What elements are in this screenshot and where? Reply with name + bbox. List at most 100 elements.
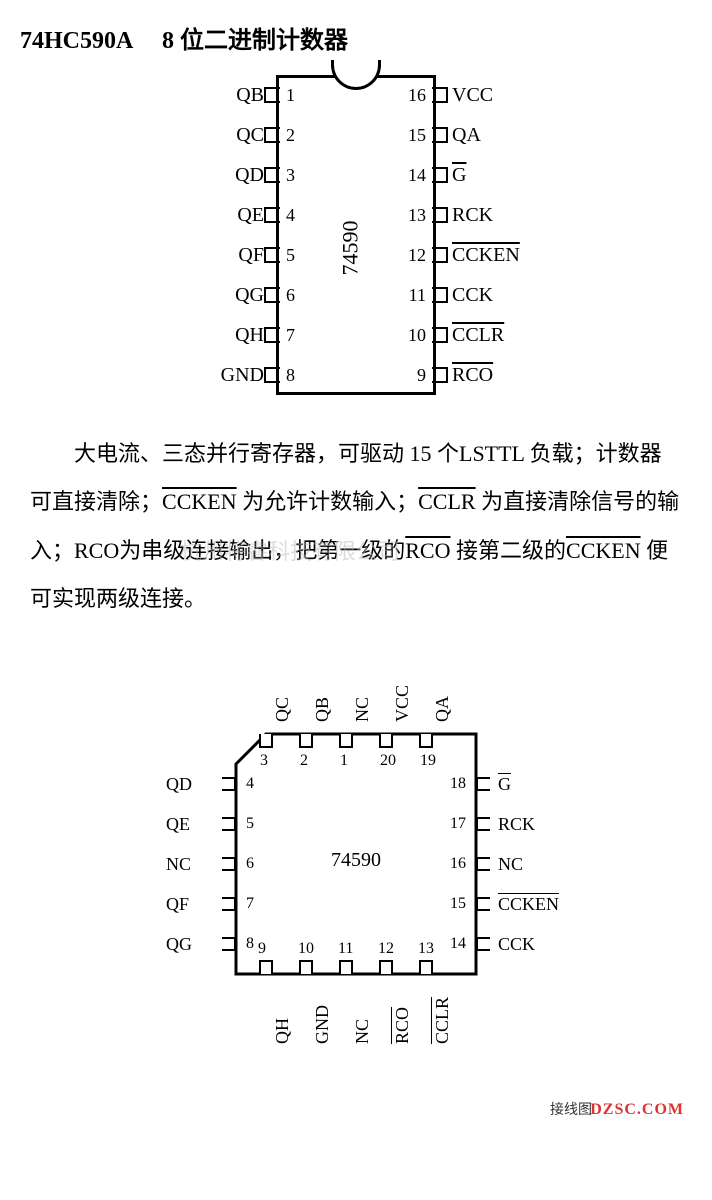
pin-label: QA bbox=[432, 696, 453, 722]
pin-label: CCK bbox=[448, 275, 526, 315]
pin-number: 5 bbox=[286, 235, 295, 275]
body-seg: 接第二级的 bbox=[451, 538, 567, 563]
pin-label: QE bbox=[186, 195, 264, 235]
pin-box bbox=[476, 857, 490, 871]
pin-number: 4 bbox=[286, 195, 295, 235]
pin-box bbox=[264, 87, 280, 103]
pin-number: 9 bbox=[258, 940, 266, 958]
pin-label: QB bbox=[186, 75, 264, 115]
pin-label: RCO bbox=[392, 1007, 413, 1044]
dip-row: QG611CCK bbox=[186, 275, 526, 315]
pin-label: RCK bbox=[448, 195, 526, 235]
pin-number: 3 bbox=[260, 752, 268, 770]
pin-box bbox=[264, 247, 280, 263]
pin-label: QE bbox=[166, 814, 190, 835]
pin-number: 8 bbox=[286, 355, 295, 395]
pin-box bbox=[432, 367, 448, 383]
body-ov3: RCO bbox=[405, 538, 450, 563]
footer: 接线图 DZSC.COM bbox=[20, 1089, 692, 1119]
plcc-chip-label: 74590 bbox=[331, 849, 381, 872]
pin-number: 9 bbox=[417, 355, 426, 395]
pin-number: 13 bbox=[408, 195, 426, 235]
dip-package: 74590 QB116VCCQC215QAQD314GQE413RCKQF512… bbox=[20, 75, 692, 400]
pin-number: 14 bbox=[408, 155, 426, 195]
pin-label: G bbox=[498, 774, 511, 795]
pin-box bbox=[339, 734, 353, 748]
pin-box bbox=[432, 87, 448, 103]
pin-label: QF bbox=[186, 235, 264, 275]
pin-box bbox=[222, 937, 236, 951]
pin-label: NC bbox=[352, 1019, 373, 1044]
plcc-package: 3QC2QB1NC20VCC19QA9QH10GND11NC12RCO13CCL… bbox=[20, 644, 692, 1069]
pin-box bbox=[259, 960, 273, 974]
pin-number: 3 bbox=[286, 155, 295, 195]
pin-number: 11 bbox=[338, 940, 353, 958]
pin-box bbox=[264, 207, 280, 223]
pin-number: 16 bbox=[408, 75, 426, 115]
dip-row: GND 8 9 RCO bbox=[186, 355, 526, 395]
pin-label: RCK bbox=[498, 814, 535, 835]
pin-label: QA bbox=[448, 115, 526, 155]
pin-label: QG bbox=[166, 934, 192, 955]
pin-box bbox=[432, 327, 448, 343]
pin-number: 11 bbox=[409, 275, 426, 315]
pin-box bbox=[264, 167, 280, 183]
pin-number: 5 bbox=[246, 815, 254, 833]
pin-box bbox=[476, 817, 490, 831]
dip-row: QD 3 14 G bbox=[186, 155, 526, 195]
pin-box bbox=[432, 207, 448, 223]
pin-label: CCK bbox=[498, 934, 535, 955]
pin-box bbox=[432, 127, 448, 143]
pin-number: 2 bbox=[286, 115, 295, 155]
pin-number: 6 bbox=[246, 855, 254, 873]
pin-box bbox=[432, 287, 448, 303]
pin-box bbox=[259, 734, 273, 748]
pin-label: QH bbox=[272, 1018, 293, 1044]
pin-box bbox=[222, 817, 236, 831]
pin-box bbox=[264, 287, 280, 303]
pin-label: RCO bbox=[448, 355, 526, 395]
pin-number: 7 bbox=[286, 315, 295, 355]
pin-number: 12 bbox=[408, 235, 426, 275]
pin-label: QF bbox=[166, 894, 189, 915]
body-seg: 为允许计数输入； bbox=[237, 489, 419, 514]
pin-box bbox=[264, 127, 280, 143]
pin-number: 16 bbox=[450, 855, 466, 873]
dip-row: QE 4 13 RCK bbox=[186, 195, 526, 235]
pin-label: NC bbox=[166, 854, 191, 875]
pin-label: G bbox=[448, 155, 526, 195]
pin-box bbox=[476, 897, 490, 911]
pin-box bbox=[379, 734, 393, 748]
pin-box bbox=[339, 960, 353, 974]
pin-number: 10 bbox=[408, 315, 426, 355]
pin-label: QG bbox=[186, 275, 264, 315]
pin-label: GND bbox=[312, 1005, 333, 1044]
dip-row: QC215QA bbox=[186, 115, 526, 155]
pin-label: VCC bbox=[392, 685, 413, 722]
pin-number: 1 bbox=[340, 752, 348, 770]
pin-number: 12 bbox=[378, 940, 394, 958]
dip-row: QF 5 12 CCKEN bbox=[186, 235, 526, 275]
pin-label: CCLR bbox=[448, 315, 526, 355]
pin-label: NC bbox=[352, 697, 373, 722]
pin-label: QB bbox=[312, 697, 333, 722]
pin-label: CCKEN bbox=[448, 235, 526, 275]
pin-label: GND bbox=[186, 355, 264, 395]
pin-number: 19 bbox=[420, 752, 436, 770]
page-title: 74HC590A 8 位二进制计数器 bbox=[20, 20, 692, 55]
pin-label: QD bbox=[186, 155, 264, 195]
body-text: 大电流、三态并行寄存器，可驱动 15 个LSTTL 负载；计数器可直接清除；CC… bbox=[30, 430, 682, 624]
pin-number: 14 bbox=[450, 935, 466, 953]
pin-box bbox=[222, 897, 236, 911]
pin-box bbox=[432, 247, 448, 263]
pin-box bbox=[379, 960, 393, 974]
pin-label: CCKEN bbox=[498, 894, 559, 915]
pin-number: 4 bbox=[246, 775, 254, 793]
dip-row: QB116VCC bbox=[186, 75, 526, 115]
pin-number: 1 bbox=[286, 75, 295, 115]
pin-label: QH bbox=[186, 315, 264, 355]
pin-box bbox=[222, 777, 236, 791]
pin-label: QD bbox=[166, 774, 192, 795]
footer-right: DZSC.COM bbox=[590, 1101, 684, 1119]
pin-box bbox=[432, 167, 448, 183]
